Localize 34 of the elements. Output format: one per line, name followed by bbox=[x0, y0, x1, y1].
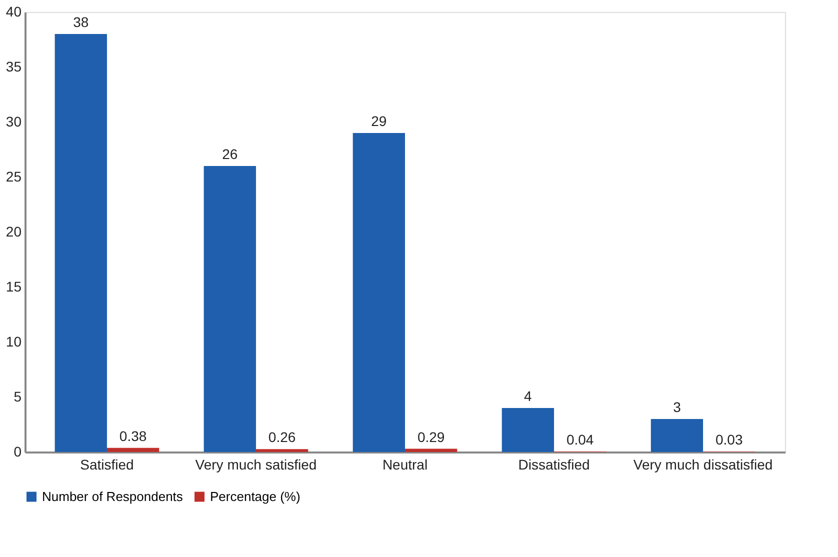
y-tick-label: 10 bbox=[6, 334, 22, 350]
y-tick-label: 0 bbox=[14, 444, 22, 460]
x-tick-label: Satisfied bbox=[80, 456, 134, 472]
y-tick-label: 5 bbox=[14, 388, 22, 404]
y-tick-label: 25 bbox=[6, 168, 22, 184]
x-tick-label: Neutral bbox=[382, 456, 428, 472]
bar bbox=[54, 34, 107, 452]
y-tick-label: 40 bbox=[6, 4, 22, 20]
y-tick-label: 20 bbox=[6, 224, 22, 240]
data-label: 29 bbox=[371, 113, 387, 129]
data-label: 3 bbox=[673, 399, 682, 415]
bar bbox=[405, 448, 458, 452]
y-tick-label: 35 bbox=[6, 58, 22, 74]
data-label: 26 bbox=[222, 146, 238, 162]
x-tick-label: Very much satisfied bbox=[195, 456, 317, 472]
data-label: 0.29 bbox=[417, 428, 445, 445]
bar bbox=[650, 419, 704, 452]
bar bbox=[106, 448, 160, 452]
x-tick-label: Dissatisfied bbox=[518, 456, 590, 472]
data-label: 0.04 bbox=[566, 432, 594, 448]
x-tick-label: Very much dissatisfied bbox=[633, 456, 773, 472]
y-tick-label: 30 bbox=[6, 114, 22, 130]
bar bbox=[204, 166, 256, 452]
bar bbox=[502, 408, 554, 452]
y-tick-label: 15 bbox=[6, 278, 22, 294]
bar bbox=[352, 133, 405, 452]
data-label: 0.38 bbox=[119, 428, 147, 444]
data-label: 0.03 bbox=[715, 432, 743, 448]
bar bbox=[256, 449, 308, 452]
data-label: 0.26 bbox=[268, 429, 296, 446]
data-label: 38 bbox=[73, 14, 89, 30]
data-label: 4 bbox=[524, 388, 532, 404]
legend-label: Percentage (%) bbox=[210, 488, 300, 504]
legend-label: Number of Respondents bbox=[42, 488, 184, 504]
